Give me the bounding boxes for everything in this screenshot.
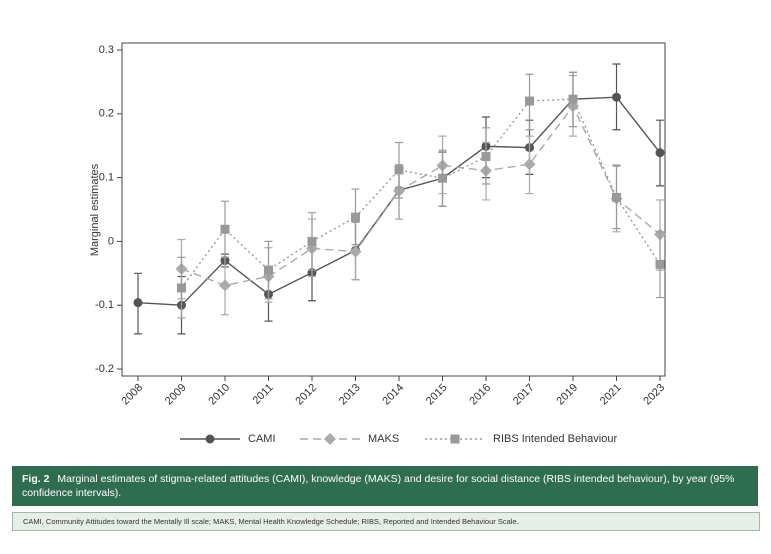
x-tick-label: 2015 bbox=[424, 382, 450, 408]
note: CAMI, Community Attitudes toward the Men… bbox=[12, 512, 760, 531]
legend-label: RIBS Intended Behaviour bbox=[493, 433, 617, 445]
legend-label: MAKS bbox=[368, 433, 399, 445]
point bbox=[655, 148, 665, 158]
legend-label: CAMI bbox=[248, 433, 276, 445]
chart: Marginal estimates -0.2 -0.1 0 0.1 0.2 0.3 200… bbox=[89, 42, 667, 445]
x-tick-label: 2008 bbox=[119, 382, 145, 408]
point bbox=[523, 158, 536, 171]
x-tick-label: 2011 bbox=[250, 382, 275, 407]
x-tick-label: 2021 bbox=[598, 382, 624, 408]
caption-label: Fig. 2 bbox=[22, 473, 50, 485]
point bbox=[612, 92, 621, 102]
point bbox=[349, 245, 362, 258]
point bbox=[220, 224, 230, 234]
y-tick-label: 0.1 bbox=[99, 172, 114, 184]
point bbox=[525, 96, 534, 106]
y-tick-label: 0.2 bbox=[99, 108, 114, 120]
point bbox=[568, 94, 578, 104]
x-tick-label: 2014 bbox=[380, 382, 406, 408]
point bbox=[219, 279, 231, 292]
point bbox=[655, 259, 665, 269]
point bbox=[481, 152, 491, 162]
point bbox=[351, 212, 360, 222]
caption: Fig. 2 Marginal estimates of stigma-relat… bbox=[12, 466, 758, 506]
x-tick-label: 2010 bbox=[206, 382, 232, 408]
y-tick-label: 0.3 bbox=[99, 44, 114, 56]
point bbox=[264, 265, 273, 275]
plot-frame bbox=[121, 42, 666, 377]
point bbox=[307, 236, 317, 246]
point bbox=[133, 298, 143, 308]
x-tick-label: 2023 bbox=[641, 382, 667, 408]
point bbox=[394, 165, 404, 175]
caption-text: Marginal estimates of stigma-related att… bbox=[22, 473, 735, 499]
point bbox=[612, 192, 621, 202]
x-tick-label: 2019 bbox=[554, 382, 580, 408]
x-tick-label: 2012 bbox=[293, 382, 319, 408]
legend-marker bbox=[324, 433, 336, 445]
legend-marker bbox=[205, 434, 215, 444]
y-tick-label: -0.1 bbox=[95, 299, 114, 311]
x-tick-label: 2013 bbox=[337, 382, 363, 408]
x-tick-label: 2017 bbox=[511, 382, 537, 408]
point bbox=[177, 283, 186, 293]
y-tick-label: 0 bbox=[108, 235, 114, 247]
x-tick-label: 2009 bbox=[163, 382, 189, 408]
series-line bbox=[181, 104, 661, 287]
legend-marker bbox=[450, 434, 460, 444]
point bbox=[438, 173, 447, 183]
series-line bbox=[180, 98, 661, 289]
y-tick-label: -0.2 bbox=[95, 363, 114, 375]
y-axis-title: Marginal estimates bbox=[89, 163, 101, 256]
x-tick-label: 2016 bbox=[467, 382, 493, 408]
